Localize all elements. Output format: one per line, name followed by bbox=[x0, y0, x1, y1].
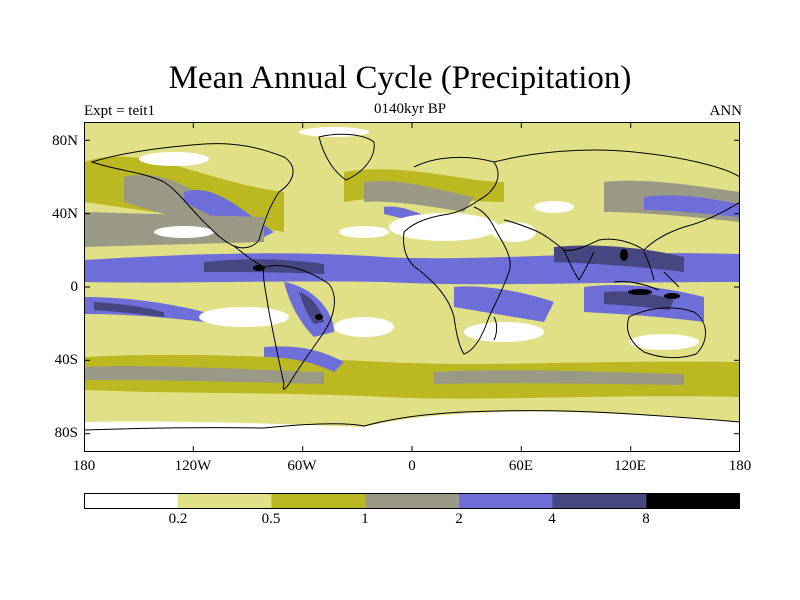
lon-label-120w: 120W bbox=[174, 458, 212, 474]
page-title: Mean Annual Cycle (Precipitation) bbox=[168, 60, 632, 96]
experiment-label: Expt = teit1 bbox=[84, 103, 155, 119]
colorbar bbox=[84, 493, 740, 509]
colorbar-swatch-6 bbox=[646, 493, 740, 509]
colorbar-label-2: 2 bbox=[455, 511, 463, 527]
coastlines bbox=[84, 133, 740, 431]
lon-label-180w: 180 bbox=[72, 458, 96, 474]
colorbar-swatch-3 bbox=[365, 493, 459, 509]
precipitation-fill bbox=[84, 122, 740, 452]
lon-label-120e: 120E bbox=[614, 458, 646, 474]
map-frame bbox=[84, 122, 740, 452]
colorbar-label-4: 4 bbox=[548, 511, 556, 527]
precipitation-map bbox=[84, 122, 740, 452]
lat-label-0: 0 bbox=[70, 279, 79, 295]
lon-label-180e: 180 bbox=[728, 458, 752, 474]
lon-label-0: 0 bbox=[408, 458, 416, 474]
season-label: ANN bbox=[709, 103, 743, 119]
lat-label-40s: 40S bbox=[54, 352, 78, 368]
colorbar-label-1: 1 bbox=[361, 511, 369, 527]
colorbar-label-0-5: 0.5 bbox=[261, 511, 281, 527]
colorbar-label-8: 8 bbox=[642, 511, 650, 527]
lat-label-80n: 80N bbox=[52, 133, 78, 149]
colorbar-swatch-0 bbox=[84, 493, 178, 509]
colorbar-swatch-4 bbox=[458, 493, 553, 509]
colorbar-frame bbox=[84, 493, 740, 509]
colorbar-swatch-1 bbox=[177, 493, 272, 509]
lat-label-40n: 40N bbox=[52, 206, 78, 222]
time-period-label: 0140kyr BP bbox=[373, 101, 447, 117]
colorbar-swatch-2 bbox=[271, 493, 366, 509]
lon-label-60e: 60E bbox=[508, 458, 534, 474]
lon-label-60w: 60W bbox=[287, 458, 317, 474]
colorbar-label-0-2: 0.2 bbox=[168, 511, 188, 527]
lat-label-80s: 80S bbox=[54, 425, 78, 441]
colorbar-swatch-5 bbox=[552, 493, 647, 509]
